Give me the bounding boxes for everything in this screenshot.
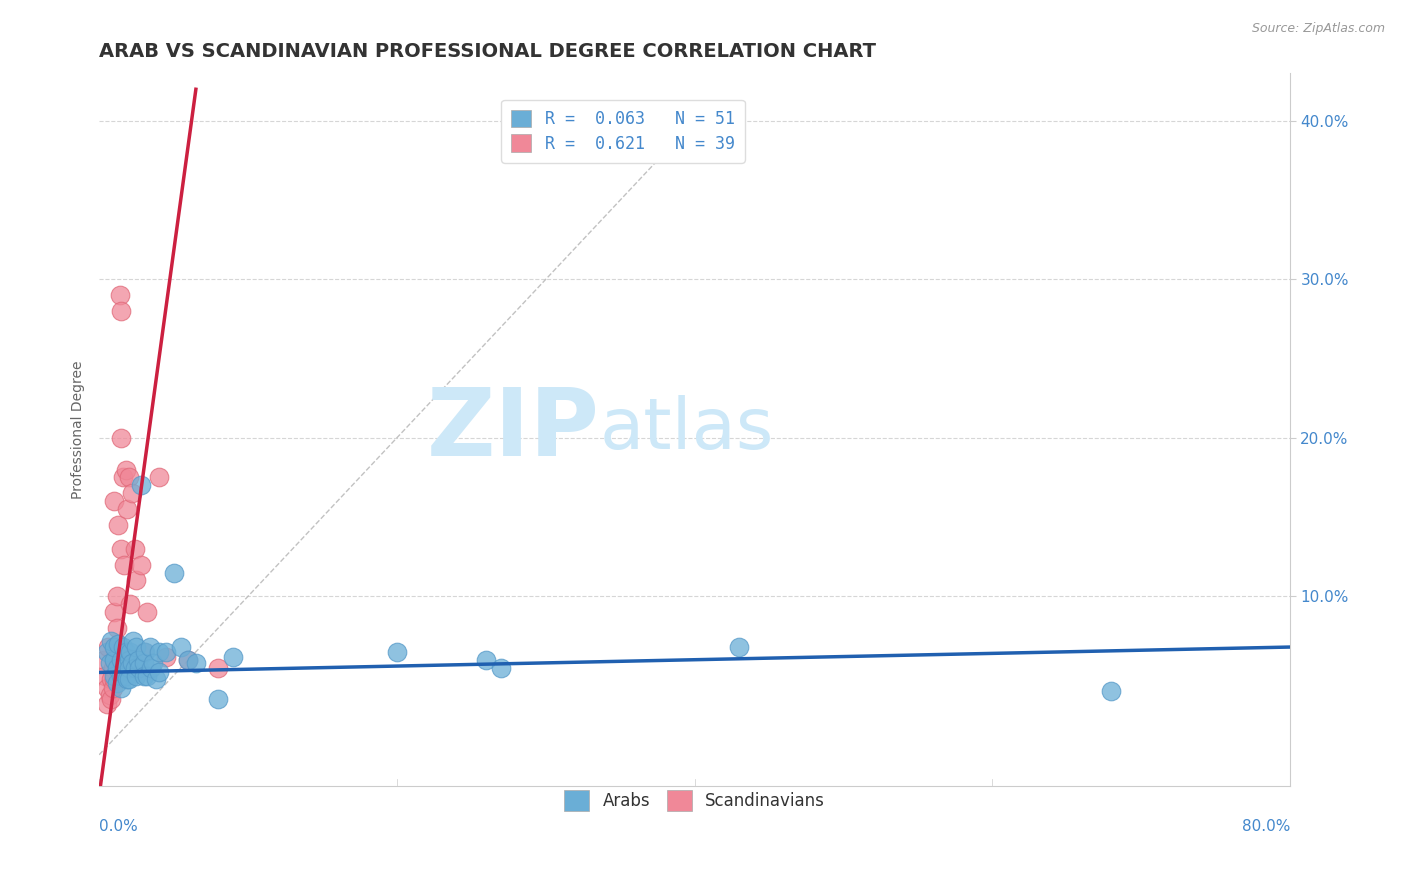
- Point: [103, 668, 125, 682]
- Point: [148, 470, 170, 484]
- Point: [125, 574, 148, 588]
- Point: [98, 688, 121, 702]
- Point: [103, 605, 125, 619]
- Point: [155, 649, 177, 664]
- Point: [128, 660, 150, 674]
- Point: [145, 672, 167, 686]
- Text: 0.0%: 0.0%: [100, 819, 138, 834]
- Point: [120, 597, 142, 611]
- Point: [101, 660, 124, 674]
- Point: [124, 541, 146, 556]
- Point: [115, 462, 138, 476]
- Point: [120, 645, 142, 659]
- Point: [122, 633, 145, 648]
- Point: [170, 640, 193, 654]
- Point: [489, 660, 512, 674]
- Point: [100, 633, 122, 648]
- Point: [117, 672, 139, 686]
- Point: [155, 645, 177, 659]
- Point: [135, 605, 157, 619]
- Point: [728, 640, 751, 654]
- Point: [177, 653, 200, 667]
- Point: [105, 621, 128, 635]
- Point: [177, 653, 200, 667]
- Point: [115, 645, 138, 659]
- Point: [94, 668, 117, 682]
- Point: [114, 558, 136, 572]
- Point: [111, 470, 134, 484]
- Point: [141, 660, 163, 674]
- Point: [135, 668, 157, 682]
- Text: atlas: atlas: [599, 395, 773, 465]
- Point: [101, 681, 124, 696]
- Point: [148, 665, 170, 680]
- Text: 80.0%: 80.0%: [1241, 819, 1289, 834]
- Point: [142, 656, 165, 670]
- Point: [125, 668, 148, 682]
- Point: [107, 637, 129, 651]
- Point: [103, 494, 125, 508]
- Text: ARAB VS SCANDINAVIAN PROFESSIONAL DEGREE CORRELATION CHART: ARAB VS SCANDINAVIAN PROFESSIONAL DEGREE…: [100, 42, 876, 61]
- Point: [97, 640, 120, 654]
- Point: [475, 653, 498, 667]
- Point: [96, 645, 118, 659]
- Text: Source: ZipAtlas.com: Source: ZipAtlas.com: [1251, 22, 1385, 36]
- Point: [138, 640, 160, 654]
- Legend: Arabs, Scandinavians: Arabs, Scandinavians: [557, 784, 831, 817]
- Point: [207, 692, 229, 706]
- Point: [162, 566, 184, 580]
- Point: [108, 656, 131, 670]
- Point: [93, 653, 115, 667]
- Point: [121, 656, 143, 670]
- Point: [222, 649, 245, 664]
- Y-axis label: Professional Degree: Professional Degree: [72, 360, 86, 500]
- Point: [125, 640, 148, 654]
- Point: [110, 681, 132, 696]
- Point: [184, 656, 207, 670]
- Point: [110, 431, 132, 445]
- Point: [148, 645, 170, 659]
- Point: [111, 640, 134, 654]
- Point: [103, 672, 125, 686]
- Point: [132, 645, 155, 659]
- Point: [100, 672, 122, 686]
- Point: [105, 676, 128, 690]
- Text: ZIP: ZIP: [426, 384, 599, 476]
- Point: [127, 653, 149, 667]
- Point: [96, 697, 118, 711]
- Point: [385, 645, 408, 659]
- Point: [207, 660, 229, 674]
- Point: [115, 668, 138, 682]
- Point: [107, 637, 129, 651]
- Point: [107, 518, 129, 533]
- Point: [134, 645, 156, 659]
- Point: [118, 672, 141, 686]
- Point: [110, 304, 132, 318]
- Point: [103, 640, 125, 654]
- Point: [121, 486, 143, 500]
- Point: [108, 288, 131, 302]
- Point: [103, 653, 125, 667]
- Point: [110, 653, 132, 667]
- Point: [118, 470, 141, 484]
- Point: [103, 653, 125, 667]
- Point: [117, 502, 139, 516]
- Point: [96, 681, 118, 696]
- Point: [114, 660, 136, 674]
- Point: [105, 590, 128, 604]
- Point: [98, 656, 121, 670]
- Point: [118, 653, 141, 667]
- Point: [129, 558, 152, 572]
- Point: [118, 660, 141, 674]
- Point: [100, 692, 122, 706]
- Point: [105, 660, 128, 674]
- Point: [110, 541, 132, 556]
- Point: [124, 660, 146, 674]
- Point: [132, 656, 155, 670]
- Point: [110, 668, 132, 682]
- Point: [129, 478, 152, 492]
- Point: [132, 668, 155, 682]
- Point: [1099, 684, 1122, 698]
